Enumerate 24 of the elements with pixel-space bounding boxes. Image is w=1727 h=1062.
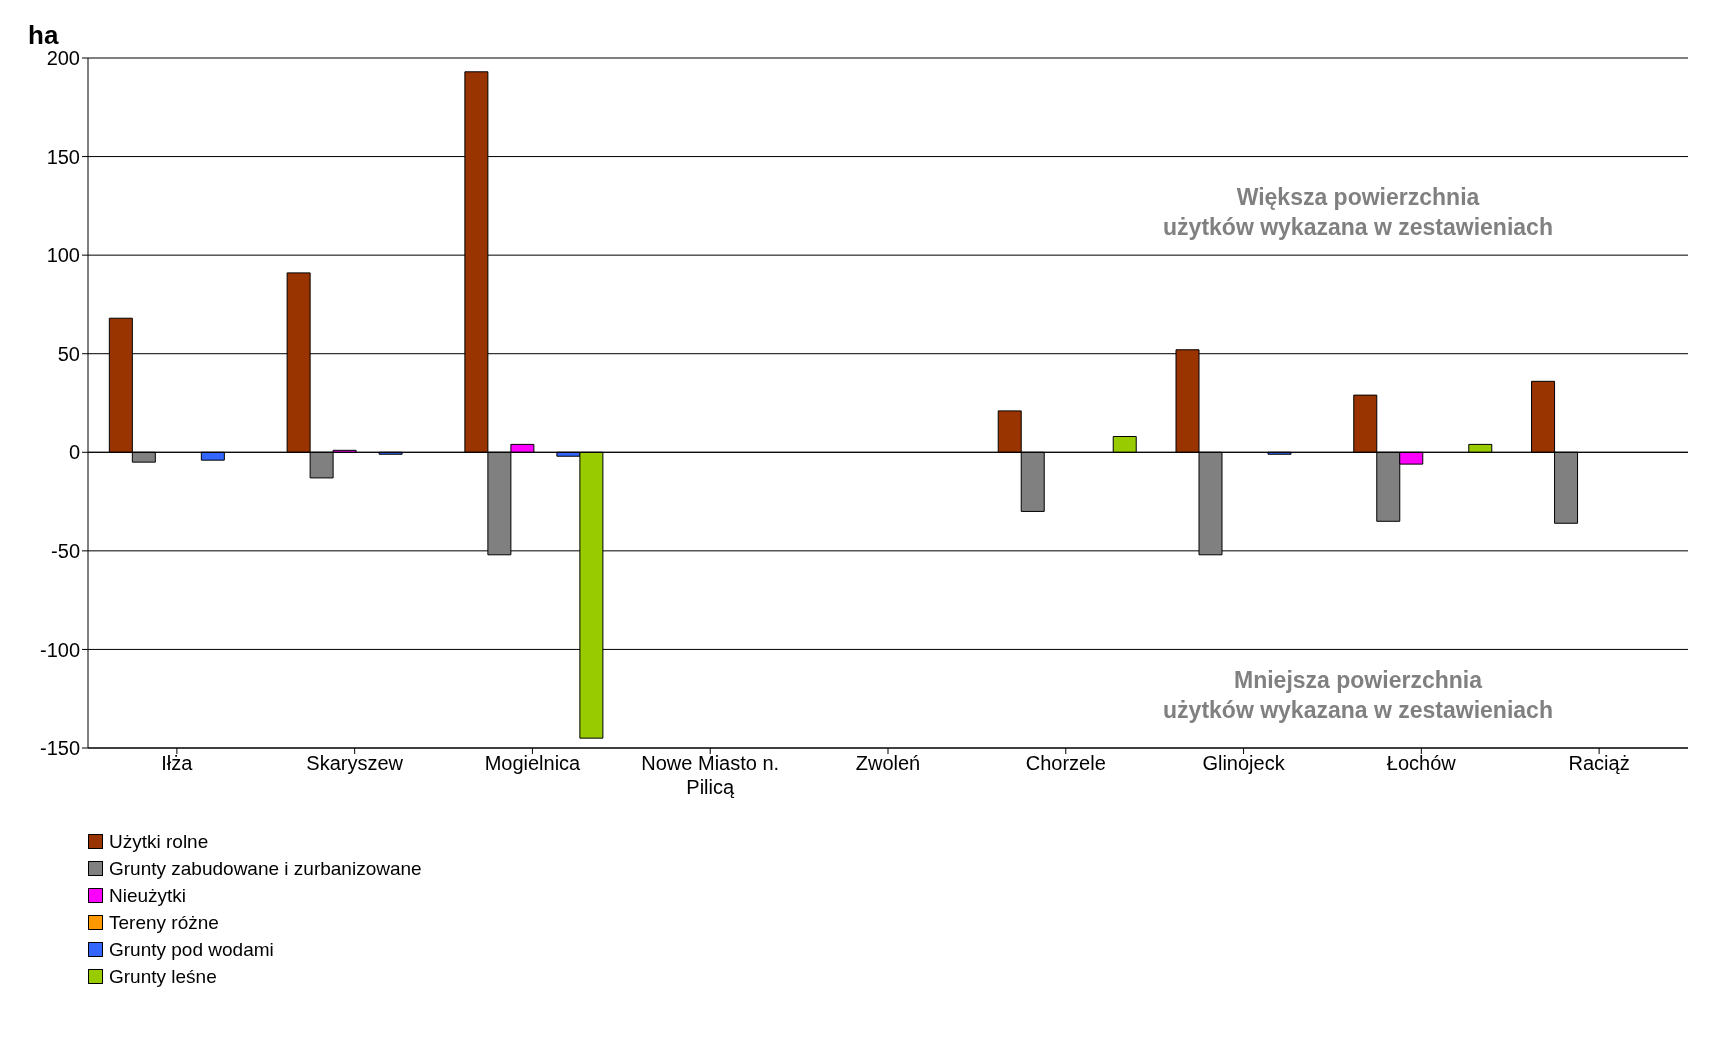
legend-label: Grunty pod wodami bbox=[109, 938, 274, 962]
legend-label: Grunty leśne bbox=[109, 965, 217, 989]
y-tick-label: -100 bbox=[39, 638, 80, 661]
x-tick-label: Zwoleń bbox=[855, 752, 921, 774]
x-tick-label: Nowe Miasto n. Pilicą bbox=[641, 752, 780, 798]
y-tick-label: -50 bbox=[51, 539, 80, 562]
annotation: Większa powierzchnia użytków wykazana w zestawieniach bbox=[1162, 183, 1554, 243]
x-tick-label: Skaryszew bbox=[306, 752, 404, 774]
legend-label: Grunty zabudowane i zurbanizowane bbox=[109, 857, 422, 881]
y-tick-label: 0 bbox=[68, 441, 80, 464]
legend-label: Tereny różne bbox=[109, 911, 219, 935]
y-tick-label: 100 bbox=[46, 244, 80, 267]
x-tick-label: Raciąż bbox=[1568, 752, 1630, 774]
x-tick-label: Łochów bbox=[1386, 752, 1457, 774]
x-tick-label: Chorzele bbox=[1025, 752, 1106, 774]
x-tick-label: Iłża bbox=[161, 752, 194, 774]
x-tick-label: Mogielnica bbox=[484, 752, 582, 774]
y-tick-label: 150 bbox=[46, 145, 80, 168]
y-tick-label: 50 bbox=[57, 342, 80, 365]
x-tick-label: Glinojeck bbox=[1202, 752, 1286, 774]
legend-label: Użytki rolne bbox=[109, 830, 209, 854]
annotation: Mniejsza powierzchnia użytków wykazana w zestawieniach bbox=[1162, 666, 1554, 726]
legend-label: Nieużytki bbox=[109, 884, 187, 908]
y-tick-label: -150 bbox=[39, 737, 80, 760]
